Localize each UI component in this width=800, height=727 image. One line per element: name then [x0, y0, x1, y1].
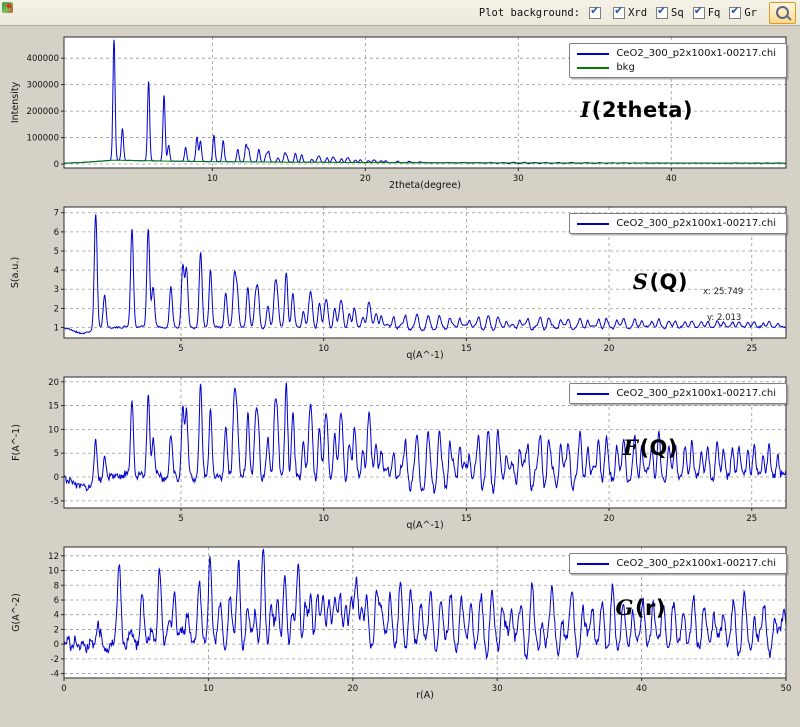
svg-text:5: 5 — [54, 449, 59, 459]
svg-text:8: 8 — [54, 581, 59, 591]
svg-text:5: 5 — [178, 514, 183, 524]
toolbar-zoom-button[interactable] — [769, 1, 796, 24]
svg-text:-2: -2 — [51, 655, 59, 665]
checkbox-gr-label: Gr — [744, 6, 757, 19]
checkbox-xrd[interactable]: ✔ Xrd — [613, 3, 648, 19]
sq-legend: CeO2_300_p2x100x1-00217.chi — [569, 213, 787, 234]
svg-text:12: 12 — [48, 552, 59, 562]
legend-entry: CeO2_300_p2x100x1-00217.chi — [577, 218, 776, 229]
svg-text:5: 5 — [178, 344, 183, 354]
legend-entry: CeO2_300_p2x100x1-00217.chi — [577, 558, 776, 569]
legend-label: CeO2_300_p2x100x1-00217.chi — [616, 558, 776, 569]
svg-text:15: 15 — [461, 344, 472, 354]
svg-text:4: 4 — [54, 611, 59, 621]
legend-label: CeO2_300_p2x100x1-00217.chi — [616, 48, 776, 59]
svg-text:25: 25 — [746, 344, 757, 354]
svg-text:25: 25 — [746, 514, 757, 524]
check-icon: ✔ — [730, 3, 740, 17]
svg-text:10: 10 — [48, 567, 59, 577]
svg-text:6: 6 — [54, 228, 59, 238]
legend-line-sample — [577, 392, 610, 395]
svg-text:0: 0 — [54, 160, 59, 170]
svg-text:10: 10 — [48, 425, 59, 435]
svg-text:10: 10 — [318, 344, 329, 354]
gr-legend: CeO2_300_p2x100x1-00217.chi — [569, 553, 787, 574]
svg-text:7: 7 — [54, 209, 59, 219]
legend-line-sample — [577, 562, 610, 565]
checkbox-sq[interactable]: ✔ Sq — [656, 3, 684, 19]
figure-area: 10 20 30 40 0 100000 200000 300000 400000 Intens… — [0, 26, 800, 711]
svg-text:20: 20 — [48, 378, 59, 388]
legend-entry: bkg — [577, 62, 776, 73]
xrd-legend: CeO2_300_p2x100x1-00217.chi bkg — [569, 43, 787, 78]
svg-text:-4: -4 — [51, 670, 59, 680]
svg-text:0: 0 — [54, 473, 59, 483]
svg-text:20: 20 — [604, 514, 615, 524]
svg-text:2: 2 — [54, 304, 59, 314]
svg-text:15: 15 — [48, 402, 59, 412]
checkbox-sq-box[interactable]: ✔ — [656, 3, 669, 19]
check-icon: ✔ — [693, 3, 703, 17]
plot-panel-sq: 5 10 15 20 25 1 2 3 4 5 6 7 S(a.u.) q(A^-1) CeO2_30… — [4, 201, 796, 371]
svg-text:6: 6 — [54, 596, 59, 606]
svg-text:4: 4 — [54, 266, 59, 276]
svg-text:5: 5 — [54, 247, 59, 257]
checkbox-xrd-label: Xrd — [628, 6, 648, 19]
svg-text:3: 3 — [54, 285, 59, 295]
svg-text:10: 10 — [207, 174, 218, 184]
legend-label: bkg — [616, 62, 635, 73]
zoom-icon — [776, 6, 789, 19]
fq-legend: CeO2_300_p2x100x1-00217.chi — [569, 383, 787, 404]
app-icon — [2, 2, 13, 13]
checkbox-background-box[interactable]: ✔ — [589, 3, 602, 19]
checkbox-background[interactable]: ✔ — [589, 3, 604, 19]
checkbox-gr[interactable]: ✔ Gr — [729, 3, 757, 19]
svg-text:2: 2 — [54, 625, 59, 635]
svg-text:50: 50 — [781, 684, 792, 694]
plot-panel-fq: 5 10 15 20 25 -5 0 5 10 15 20 F(A^-1) q(A^-1) CeO2… — [4, 371, 796, 541]
svg-text:0: 0 — [61, 684, 66, 694]
checkbox-gr-box[interactable]: ✔ — [729, 3, 742, 19]
legend-entry: CeO2_300_p2x100x1-00217.chi — [577, 48, 776, 59]
legend-line-sample — [577, 52, 610, 55]
svg-text:20: 20 — [604, 344, 615, 354]
svg-text:300000: 300000 — [27, 81, 59, 91]
svg-text:100000: 100000 — [27, 134, 59, 144]
plot-background-label: Plot background: — [478, 6, 581, 19]
checkbox-fq-box[interactable]: ✔ — [692, 3, 705, 19]
svg-text:30: 30 — [513, 174, 524, 184]
legend-entry: CeO2_300_p2x100x1-00217.chi — [577, 388, 776, 399]
svg-text:20: 20 — [347, 684, 358, 694]
toolbar: Plot background: ✔ ✔ Xrd ✔ Sq ✔ Fq ✔ Gr — [0, 0, 800, 26]
check-icon: ✔ — [614, 3, 624, 17]
svg-text:30: 30 — [492, 684, 503, 694]
svg-text:0: 0 — [54, 640, 59, 650]
svg-text:15: 15 — [461, 514, 472, 524]
svg-text:-5: -5 — [51, 497, 59, 507]
checkbox-fq-label: Fq — [707, 6, 721, 19]
legend-line-sample — [577, 66, 610, 69]
svg-text:20: 20 — [360, 174, 371, 184]
checkbox-sq-label: Sq — [671, 6, 684, 19]
legend-label: CeO2_300_p2x100x1-00217.chi — [616, 218, 776, 229]
svg-text:400000: 400000 — [27, 54, 59, 64]
checkbox-xrd-box[interactable]: ✔ — [613, 3, 626, 19]
legend-label: CeO2_300_p2x100x1-00217.chi — [616, 388, 776, 399]
check-icon: ✔ — [657, 3, 667, 17]
svg-text:40: 40 — [636, 684, 647, 694]
svg-text:200000: 200000 — [27, 107, 59, 117]
check-icon: ✔ — [590, 3, 600, 17]
svg-text:40: 40 — [666, 174, 677, 184]
plot-panel-gr: 0 10 20 30 40 50 -4 -2 0 2 4 6 8 10 12 G(A^-2) r(A) Ce… — [4, 541, 796, 711]
plot-panel-xrd: 10 20 30 40 0 100000 200000 300000 400000 Intens… — [4, 31, 796, 201]
svg-text:10: 10 — [203, 684, 214, 694]
checkbox-fq[interactable]: ✔ Fq — [692, 3, 721, 19]
svg-text:1: 1 — [54, 323, 59, 333]
svg-text:10: 10 — [318, 514, 329, 524]
legend-line-sample — [577, 222, 610, 225]
